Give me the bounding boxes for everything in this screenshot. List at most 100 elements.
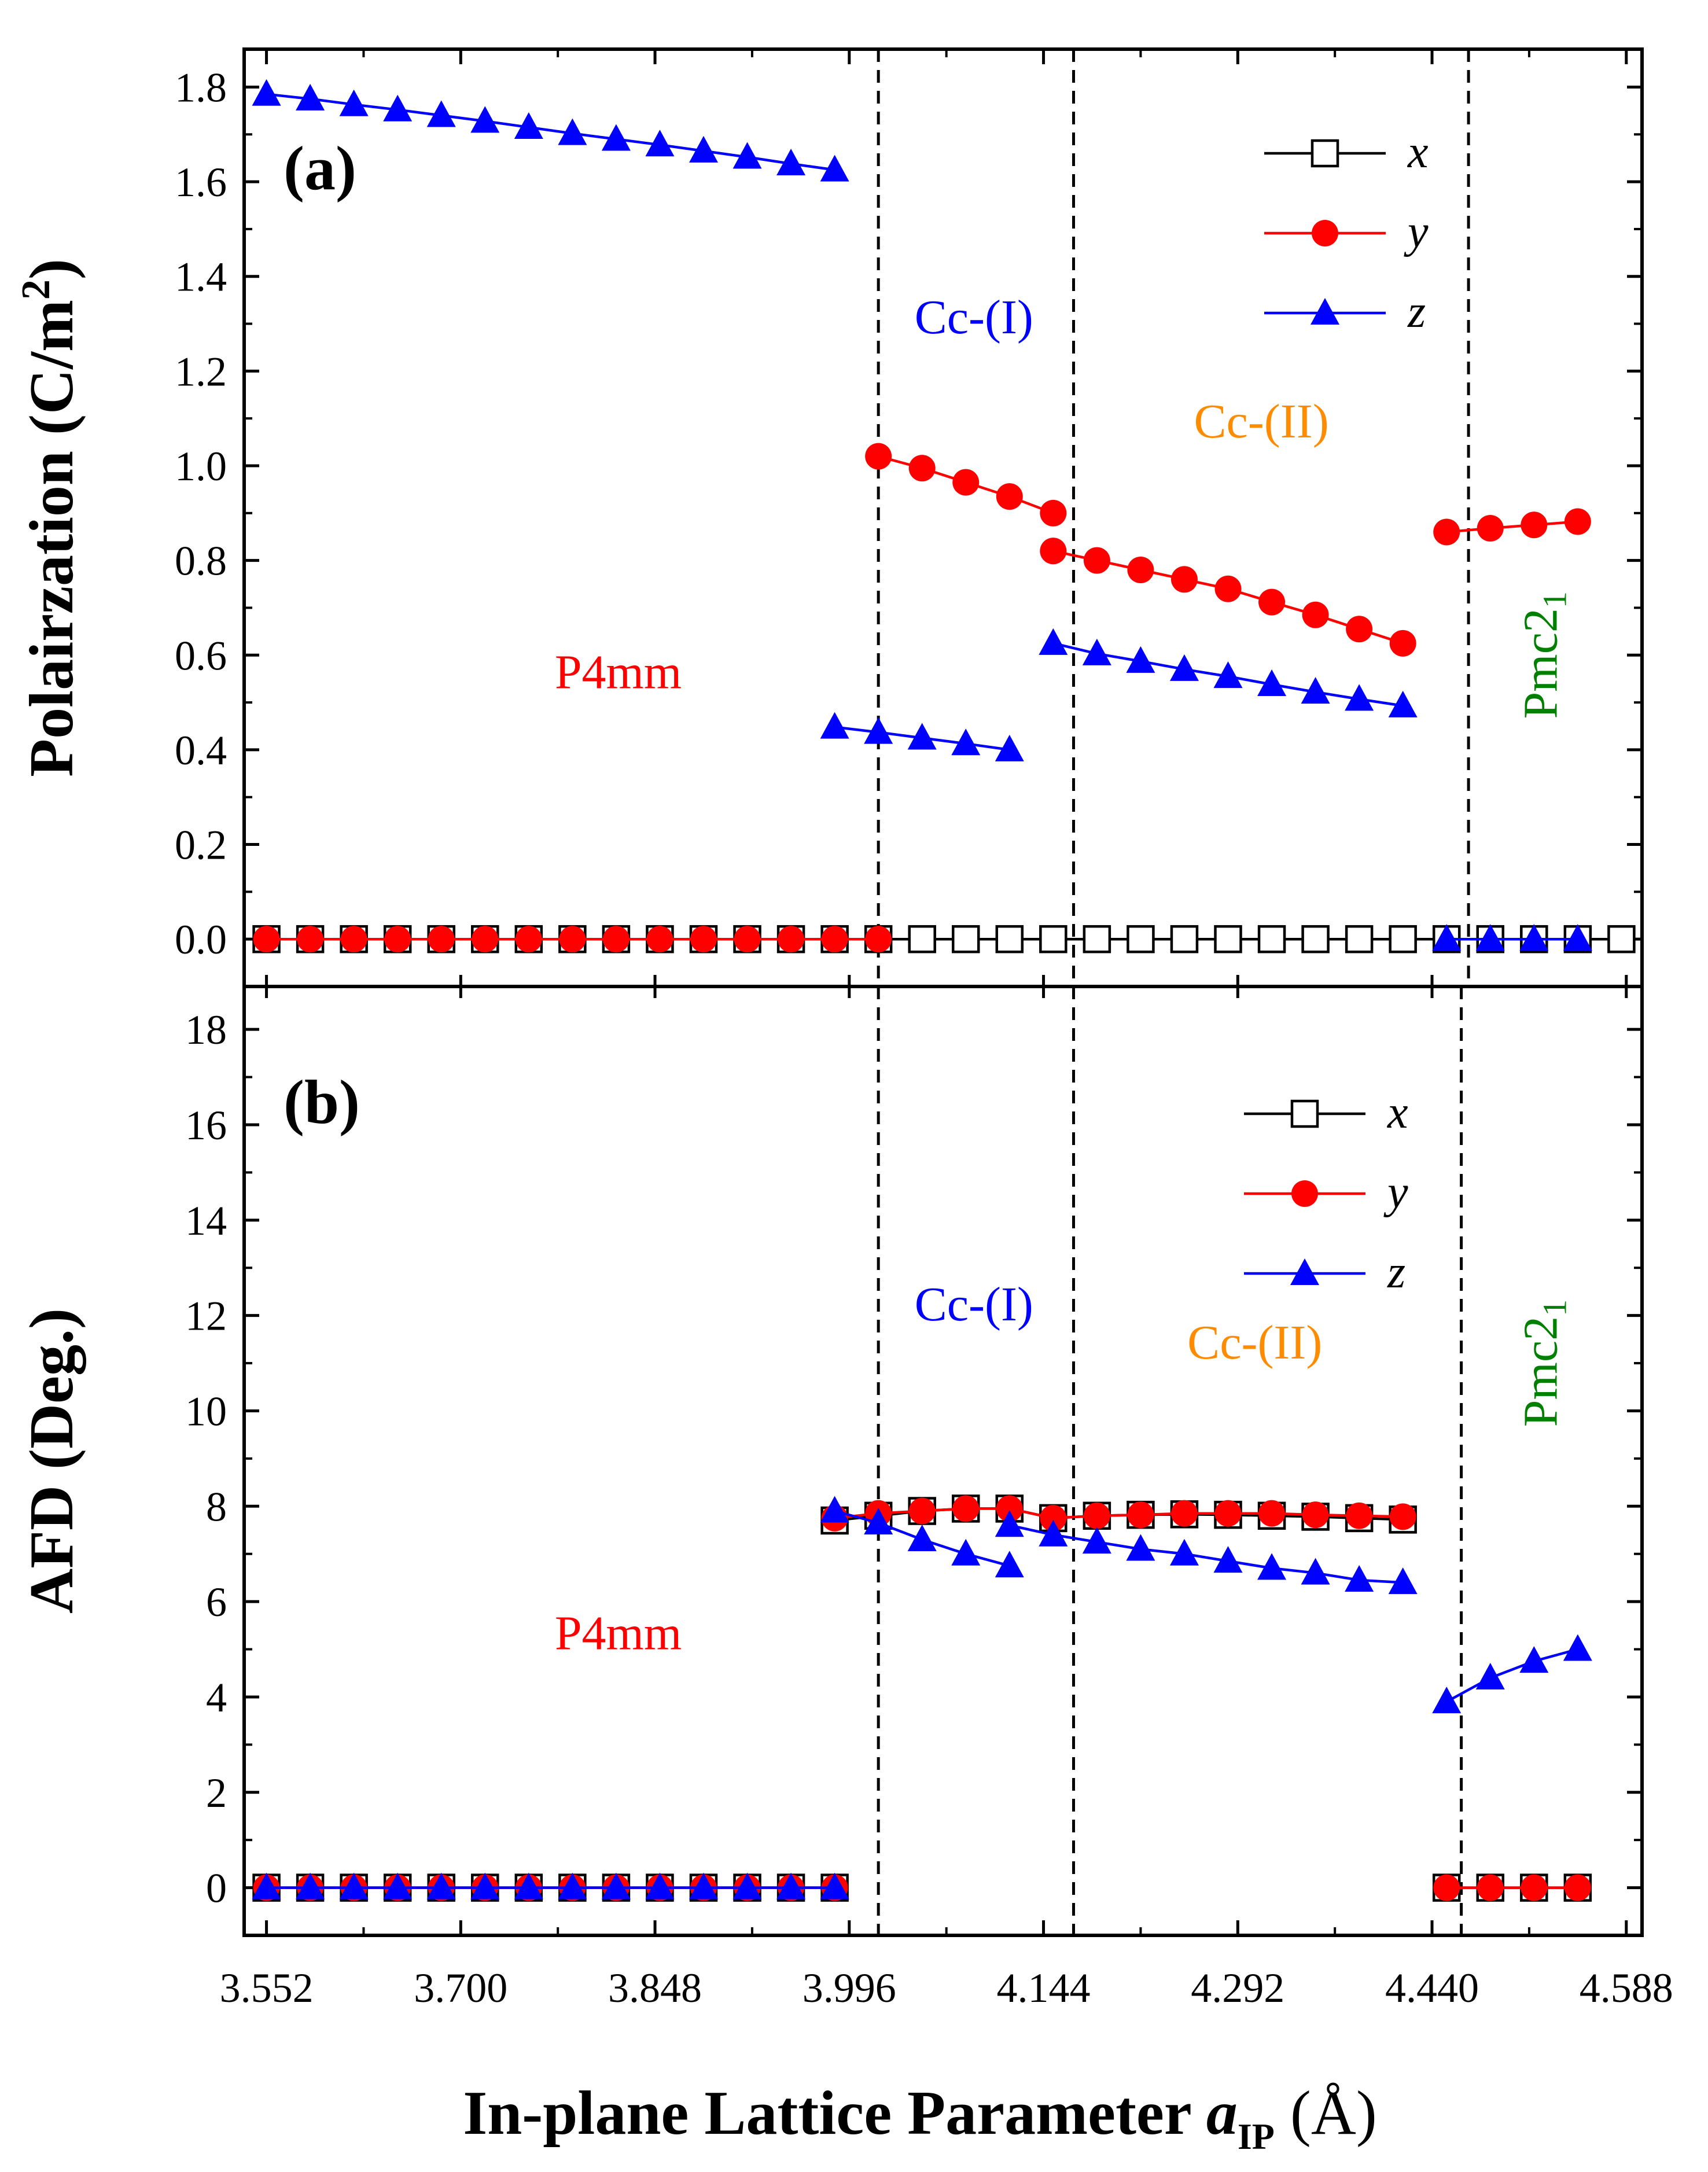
x-tick-label: 4.440	[1385, 1965, 1479, 2011]
phase-label: Cc-(II)	[1194, 395, 1329, 448]
marker-circle	[1312, 220, 1338, 246]
legend-item-y: y	[1264, 207, 1429, 257]
marker-circle	[1564, 1874, 1591, 1901]
marker-square	[1389, 925, 1417, 954]
marker-circle	[1302, 1501, 1329, 1529]
marker-circle	[865, 926, 892, 953]
marker-circle	[559, 926, 586, 953]
y-tick-label: 2	[206, 1770, 227, 1816]
x-tick-label: 3.848	[608, 1965, 702, 2011]
marker-circle	[1477, 1874, 1504, 1901]
marker-triangle	[558, 1872, 587, 1899]
marker-triangle	[1301, 677, 1330, 704]
marker-triangle	[296, 83, 325, 111]
y-axis-title: AFD (Deg.)	[17, 1308, 86, 1614]
y-tick-label: 1.8	[175, 64, 227, 111]
marker-square	[995, 925, 1024, 954]
marker-triangle	[1039, 628, 1068, 655]
marker-triangle	[1169, 654, 1199, 681]
y-tick-label: 6	[206, 1579, 227, 1625]
marker-triangle	[601, 124, 631, 151]
marker-triangle	[995, 734, 1024, 761]
marker-triangle	[1475, 1662, 1505, 1689]
marker-triangle	[339, 1872, 369, 1899]
marker-triangle	[951, 728, 981, 756]
marker-circle	[253, 926, 280, 953]
marker-circle	[1214, 575, 1242, 602]
marker-triangle	[1082, 1527, 1111, 1554]
marker-triangle	[1126, 646, 1155, 673]
marker-triangle	[383, 94, 413, 122]
y-tick-label: 12	[185, 1293, 227, 1339]
marker-triangle	[732, 1872, 762, 1899]
marker-circle	[690, 926, 717, 953]
marker-triangle	[689, 135, 718, 163]
marker-circle	[1389, 629, 1416, 657]
series-z	[252, 1496, 1592, 1899]
marker-triangle	[470, 106, 500, 133]
marker-square	[1311, 139, 1339, 168]
marker-circle	[297, 926, 324, 953]
marker-square	[1301, 925, 1330, 954]
marker-square	[1083, 925, 1111, 954]
legend-label: z	[1407, 286, 1426, 337]
phase-label: Cc-(II)	[1187, 1316, 1322, 1370]
marker-circle	[472, 926, 499, 953]
marker-triangle	[951, 1538, 981, 1566]
y-tick-label: 0.6	[175, 632, 227, 679]
phase-label-text: P4mm	[555, 646, 682, 700]
marker-triangle	[1311, 298, 1339, 325]
marker-triangle	[1563, 924, 1592, 951]
marker-circle	[1564, 508, 1591, 535]
marker-triangle	[296, 1872, 325, 1899]
y-tick-label: 0.0	[175, 916, 227, 963]
x-tick-label: 3.552	[220, 1965, 314, 2011]
phase-label-text: Pmc2	[1514, 1316, 1568, 1427]
legend-label: y	[1404, 207, 1429, 257]
phase-label-text: Pmc2	[1514, 608, 1568, 719]
marker-square	[1290, 1099, 1319, 1128]
panel-a: 0.0 0.2 0.4 0.6 0.8 1.0 1.2 1.4 1.6 1.8 (a) P4mm Cc-…	[14, 49, 1642, 986]
phase-label-text: P4mm	[555, 1607, 682, 1661]
marker-triangle	[645, 130, 675, 157]
series-line-z	[1446, 1648, 1578, 1703]
y-tick-label: 0	[206, 1865, 227, 1912]
legend-label: x	[1407, 127, 1429, 178]
marker-triangle	[820, 154, 849, 182]
marker-triangle	[426, 100, 456, 127]
x-tick-label: 3.700	[414, 1965, 507, 2011]
marker-triangle	[1432, 1687, 1462, 1714]
marker-triangle	[820, 712, 849, 739]
marker-triangle	[1519, 1646, 1549, 1673]
marker-triangle	[514, 112, 543, 139]
x-axis-title-text: In-plane Lattice Parameter	[463, 2079, 1206, 2148]
y-tick-label: 1.6	[175, 159, 227, 205]
marker-triangle	[514, 1872, 543, 1899]
marker-circle	[1521, 1874, 1548, 1901]
y-tick-label: 0.4	[175, 727, 227, 774]
marker-triangle	[907, 1524, 937, 1551]
y-tick-label: 1.4	[175, 254, 227, 300]
marker-circle	[1127, 1501, 1154, 1529]
marker-circle	[778, 926, 805, 953]
marker-circle	[1258, 1500, 1286, 1527]
marker-circle	[1433, 1874, 1460, 1901]
phase-label: Cc-(I)	[915, 290, 1033, 344]
legend-label: y	[1383, 1167, 1408, 1218]
series-z	[252, 79, 1592, 951]
marker-circle	[1083, 547, 1110, 574]
marker-circle	[996, 1495, 1023, 1522]
marker-circle	[1433, 518, 1460, 546]
marker-triangle	[820, 1496, 849, 1523]
marker-triangle	[339, 89, 369, 116]
marker-triangle	[1345, 684, 1374, 711]
marker-triangle	[1290, 1258, 1319, 1285]
y-tick-label: 0.8	[175, 538, 227, 584]
marker-circle	[1389, 1503, 1416, 1530]
marker-circle	[1346, 616, 1373, 643]
marker-circle	[1170, 1500, 1198, 1527]
marker-triangle	[1257, 1553, 1287, 1580]
marker-triangle	[1126, 1534, 1155, 1561]
y-tick-label: 1.0	[175, 443, 227, 489]
